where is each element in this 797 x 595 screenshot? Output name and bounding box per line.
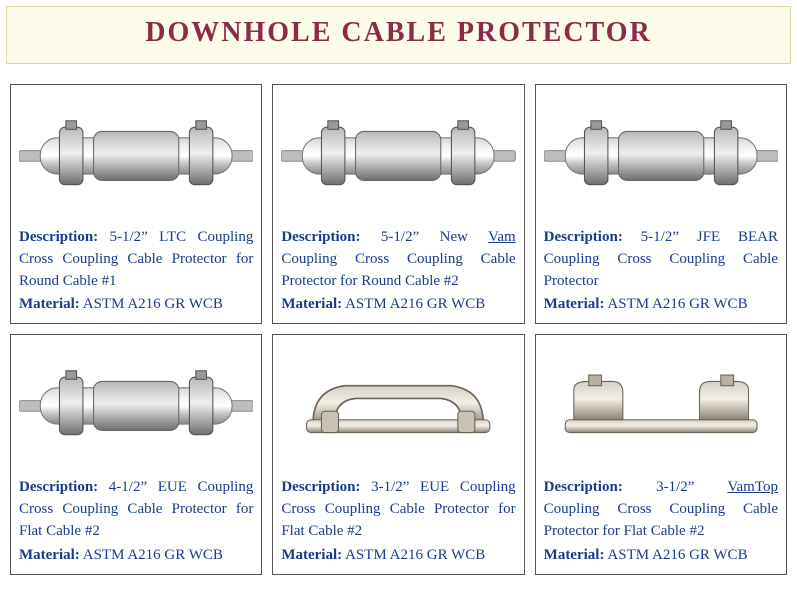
material-label: Material: bbox=[19, 296, 80, 312]
description-label: Description: bbox=[19, 229, 98, 245]
description-label: Description: bbox=[544, 479, 623, 495]
product-material: Material: ASTM A216 GR WCB bbox=[281, 296, 515, 313]
material-text: ASTM A216 GR WCB bbox=[83, 296, 223, 312]
description-label: Description: bbox=[281, 229, 360, 245]
product-description: Description: 5-1/2” JFE BEAR Coupling Cr… bbox=[544, 227, 778, 292]
product-description: Description: 4-1/2” EUE Coupling Cross C… bbox=[19, 477, 253, 542]
product-card: Description: 3-1/2” VamTop Coupling Cros… bbox=[535, 334, 787, 574]
product-image bbox=[19, 341, 253, 471]
material-label: Material: bbox=[544, 547, 605, 563]
description-label: Description: bbox=[281, 479, 360, 495]
product-image bbox=[544, 91, 778, 221]
page-title-bar: DOWNHOLE CABLE PROTECTOR bbox=[6, 6, 791, 64]
product-illustration bbox=[281, 358, 515, 454]
material-text: ASTM A216 GR WCB bbox=[607, 296, 747, 312]
product-card: Description: 4-1/2” EUE Coupling Cross C… bbox=[10, 334, 262, 574]
product-card: Description: 3-1/2” EUE Coupling Cross C… bbox=[272, 334, 524, 574]
product-illustration bbox=[544, 108, 778, 204]
material-text: ASTM A216 GR WCB bbox=[607, 547, 747, 563]
material-text: ASTM A216 GR WCB bbox=[345, 296, 485, 312]
product-material: Material: ASTM A216 GR WCB bbox=[19, 547, 253, 564]
product-card: Description: 5-1/2” LTC Coupling Cross C… bbox=[10, 84, 262, 324]
description-label: Description: bbox=[19, 479, 98, 495]
product-image bbox=[281, 91, 515, 221]
product-illustration bbox=[19, 108, 253, 204]
product-image bbox=[281, 341, 515, 471]
product-illustration bbox=[281, 108, 515, 204]
material-label: Material: bbox=[544, 296, 605, 312]
material-label: Material: bbox=[281, 547, 342, 563]
material-label: Material: bbox=[19, 547, 80, 563]
material-label: Material: bbox=[281, 296, 342, 312]
material-text: ASTM A216 GR WCB bbox=[83, 547, 223, 563]
page-title: DOWNHOLE CABLE PROTECTOR bbox=[7, 17, 790, 49]
product-material: Material: ASTM A216 GR WCB bbox=[19, 296, 253, 313]
product-image bbox=[19, 91, 253, 221]
product-description: Description: 5-1/2” LTC Coupling Cross C… bbox=[19, 227, 253, 292]
product-illustration bbox=[544, 358, 778, 454]
product-card: Description: 5-1/2” New Vam Coupling Cro… bbox=[272, 84, 524, 324]
product-material: Material: ASTM A216 GR WCB bbox=[544, 296, 778, 313]
description-label: Description: bbox=[544, 229, 623, 245]
product-description: Description: 3-1/2” VamTop Coupling Cros… bbox=[544, 477, 778, 542]
material-text: ASTM A216 GR WCB bbox=[345, 547, 485, 563]
product-material: Material: ASTM A216 GR WCB bbox=[281, 547, 515, 564]
product-description: Description: 3-1/2” EUE Coupling Cross C… bbox=[281, 477, 515, 542]
product-material: Material: ASTM A216 GR WCB bbox=[544, 547, 778, 564]
product-grid: Description: 5-1/2” LTC Coupling Cross C… bbox=[6, 84, 791, 575]
product-description: Description: 5-1/2” New Vam Coupling Cro… bbox=[281, 227, 515, 292]
product-illustration bbox=[19, 358, 253, 454]
product-image bbox=[544, 341, 778, 471]
product-card: Description: 5-1/2” JFE BEAR Coupling Cr… bbox=[535, 84, 787, 324]
